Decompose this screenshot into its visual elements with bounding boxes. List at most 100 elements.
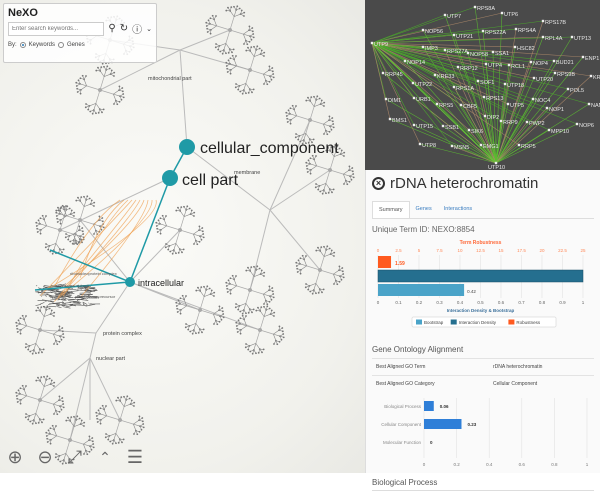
tree-node [76,85,78,87]
search-icon[interactable]: ⚲ [108,23,115,34]
label-ribonucleoprotein-complex: ribonucleoprotein complex [70,271,117,276]
tree-node [32,423,34,425]
tree-edge [250,290,263,294]
network-node-label[interactable]: DIM1 [388,98,401,104]
network-node-label[interactable]: RCL1 [511,64,525,70]
bottom-tick-label: 0.8 [539,300,546,305]
network-node-label[interactable]: UTP15 [416,124,433,130]
tree-node [333,189,335,191]
layers-icon[interactable]: ☰ [125,447,145,468]
network-node-label[interactable]: RPS9B [557,72,575,78]
network-node-label[interactable]: NOP1 [549,107,564,113]
tree-node [206,25,208,27]
tree-node [331,117,333,119]
network-node-label[interactable]: UTP8 [422,143,436,149]
network-node-label[interactable]: UTP4 [488,63,502,69]
tree-node [281,327,283,329]
network-node-label[interactable]: CBF5 [463,104,477,110]
network-node-label[interactable]: RPS27A [447,49,468,55]
network-node-label[interactable]: BMS1 [392,118,407,124]
tree-edge [40,358,90,400]
tree-node [323,133,325,135]
network-node-label[interactable]: UTP7 [447,14,461,20]
network-node-label[interactable]: NAN1 [591,103,600,109]
tree-node [319,98,321,100]
close-icon[interactable]: × [372,177,385,190]
tree-node [46,435,48,437]
refresh-icon[interactable]: ↻ [120,23,128,34]
tree-node [121,87,123,89]
network-node-label[interactable]: SSA1 [495,51,509,57]
network-node-label[interactable]: SOF1 [480,80,494,86]
tab-genes[interactable]: Genes [410,201,438,218]
network-node-label[interactable]: RRP12 [460,66,478,72]
network-node-label[interactable]: EMG1 [483,144,499,150]
network-node-label[interactable]: NOP14 [407,60,425,66]
network-node-label[interactable]: URB1 [416,97,431,103]
network-node-label[interactable]: UTP20 [536,77,553,83]
zoom-in-icon[interactable]: ⊕ [5,447,25,468]
network-node-label[interactable]: KRE33 [437,74,454,80]
tab-summary[interactable]: Summary [372,201,410,218]
network-node-label[interactable]: UTP18 [507,83,524,89]
network-node-label[interactable]: DIP2 [487,115,499,121]
tree-node [207,31,209,33]
network-node-label[interactable]: NOP58 [470,52,488,58]
network-node-label[interactable]: RRP9 [503,120,518,126]
chevron-down-icon[interactable]: ⌄ [146,25,152,33]
network-node-label[interactable]: RPS4A [518,28,536,34]
dense-cluster-edge [35,304,40,305]
tree-node [36,228,38,230]
tree-node [182,295,184,297]
network-node-label[interactable]: POL5 [570,88,584,94]
network-node-label[interactable]: RRP45 [385,72,403,78]
tree-node [349,165,351,167]
network-node-label[interactable]: RPS13 [486,96,503,102]
network-node [533,77,535,79]
genes-radio[interactable] [58,42,64,48]
ontology-tree-graph[interactable]: cellular_componentcell partintracellular… [0,0,365,473]
tree-node [45,246,47,248]
network-node-label[interactable]: UTP9 [374,42,388,48]
keywords-radio[interactable] [20,42,26,48]
collapse-icon[interactable]: ⌃ [95,449,115,466]
network-node-label[interactable]: MSN5 [454,145,469,151]
help-icon[interactable]: ⓘ [132,21,142,36]
dense-cluster-edge [66,305,74,307]
network-node-label[interactable]: HSC82 [517,46,535,52]
network-node-label[interactable]: IMP3 [425,46,438,52]
network-node-label[interactable]: RPS8A [477,6,495,12]
tree-node [87,109,89,111]
interaction-network[interactable]: UTP9 UTP7 RPS8A UTP6 RPS17B NOP56 UTP21 RPS22A R… [365,0,600,170]
network-node-label[interactable]: NOC4 [535,98,550,104]
tab-interactions[interactable]: Interactions [438,201,478,218]
network-node-label[interactable]: RPS22A [485,30,506,36]
network-node-label[interactable]: RPL4A [545,36,563,42]
network-node-label[interactable]: NOP56 [425,29,443,35]
network-node-label[interactable]: SSB1 [445,125,459,131]
network-node-label[interactable]: UTP22 [415,82,432,88]
network-node-label[interactable]: RPS1A [456,86,474,92]
network-node-label[interactable]: BUD21 [556,60,574,66]
network-node-label[interactable]: RPS5 [439,103,453,109]
network-node-label[interactable]: UTP5 [510,103,524,109]
network-node-label[interactable]: PWP2 [529,121,545,127]
network-node-label[interactable]: SIK6 [471,129,483,135]
network-node-label[interactable]: ENP1 [585,56,599,62]
search-input[interactable] [8,22,104,36]
network-node-label[interactable]: UTP6 [504,12,518,18]
tree-edge [250,51,254,57]
network-node-label[interactable]: RRP5 [521,144,536,150]
tree-node [243,43,245,45]
network-node-label[interactable]: UTP13 [574,36,591,42]
network-node-label[interactable]: NOP6 [579,123,594,129]
ontology-tree-view[interactable]: cellular_componentcell partintracellular… [0,0,365,473]
zoom-out-icon[interactable]: ⊖ [35,447,55,468]
tree-node [70,416,72,418]
network-node-label[interactable]: RPS17B [545,20,566,26]
network-node-label[interactable]: MPP10 [551,129,569,135]
fit-screen-icon[interactable]: ⤢ [65,447,85,468]
network-node-label[interactable]: KRI [593,75,600,81]
network-node-label[interactable]: NOP4 [533,61,548,67]
network-node-label[interactable]: UTP21 [456,34,473,40]
